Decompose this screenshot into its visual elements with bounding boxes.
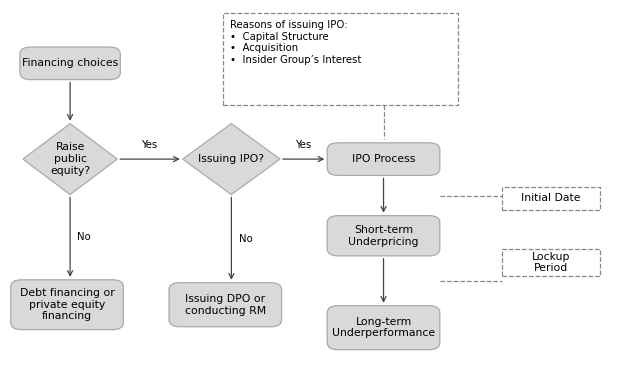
FancyBboxPatch shape: [20, 47, 120, 80]
Text: No: No: [78, 232, 91, 242]
FancyBboxPatch shape: [11, 280, 124, 330]
Text: No: No: [238, 233, 253, 244]
Text: Debt financing or
private equity
financing: Debt financing or private equity financi…: [20, 288, 114, 321]
Text: Short-term
Underpricing: Short-term Underpricing: [348, 225, 419, 247]
FancyBboxPatch shape: [327, 143, 440, 176]
Bar: [502, 249, 599, 276]
Bar: [224, 13, 458, 106]
Text: Yes: Yes: [142, 140, 158, 149]
Text: Issuing DPO or
conducting RM: Issuing DPO or conducting RM: [184, 294, 266, 316]
Text: Initial Date: Initial Date: [521, 193, 581, 203]
Text: Yes: Yes: [296, 140, 312, 149]
Text: Issuing IPO?: Issuing IPO?: [198, 154, 265, 164]
Text: Long-term
Underperformance: Long-term Underperformance: [332, 317, 435, 339]
Polygon shape: [183, 124, 280, 195]
Text: IPO Process: IPO Process: [352, 154, 415, 164]
Text: Reasons of issuing IPO:
•  Capital Structure
•  Acquisition
•  Insider Group’s I: Reasons of issuing IPO: • Capital Struct…: [230, 20, 361, 65]
FancyBboxPatch shape: [169, 283, 281, 327]
Text: Financing choices: Financing choices: [22, 58, 118, 68]
FancyBboxPatch shape: [327, 306, 440, 350]
Polygon shape: [23, 124, 117, 195]
FancyBboxPatch shape: [327, 215, 440, 256]
Text: Lockup
Period: Lockup Period: [532, 252, 570, 273]
Text: Raise
public
equity?: Raise public equity?: [50, 142, 90, 176]
Bar: [502, 187, 599, 210]
